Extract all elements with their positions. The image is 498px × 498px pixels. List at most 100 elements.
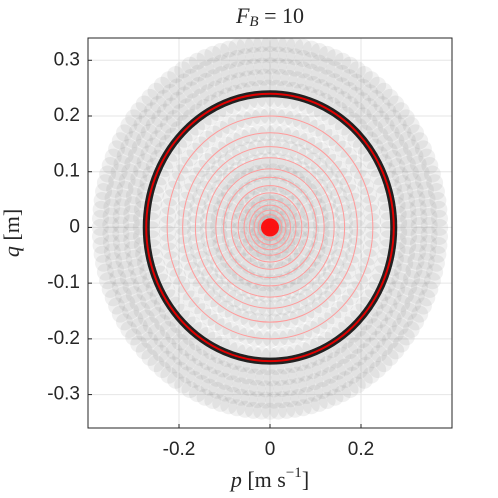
dot [417, 252, 435, 270]
dot [306, 373, 324, 391]
dot [294, 38, 312, 56]
dot [261, 152, 279, 170]
dot [224, 375, 242, 393]
ring [166, 115, 374, 340]
dot [151, 110, 169, 128]
dot [205, 69, 223, 87]
dot [362, 366, 380, 384]
dot [398, 155, 416, 173]
dot [112, 225, 130, 243]
dot [278, 58, 296, 76]
dot [176, 86, 194, 104]
y-tick-label: 0.3 [54, 49, 80, 70]
dot [224, 386, 242, 404]
dot [248, 239, 266, 257]
dot [237, 59, 255, 77]
dot [254, 369, 272, 387]
dot [200, 230, 218, 248]
dot [257, 252, 275, 270]
dot [411, 132, 429, 150]
dot [280, 203, 298, 221]
dot [196, 388, 214, 406]
dot [287, 237, 305, 255]
dot [245, 58, 263, 76]
dot [410, 278, 428, 296]
dot [222, 166, 240, 184]
dot [238, 217, 256, 235]
dot [402, 139, 420, 157]
dot [91, 209, 109, 227]
dot [122, 302, 140, 320]
dot [429, 245, 447, 263]
dot [298, 387, 316, 405]
dot [133, 116, 151, 134]
dot [253, 46, 271, 64]
dot [231, 264, 249, 282]
dot [278, 236, 296, 254]
dot [369, 361, 387, 379]
dot [318, 392, 336, 410]
dot [302, 40, 320, 58]
dot [263, 369, 281, 387]
dot [409, 155, 427, 173]
dot [400, 278, 418, 296]
dot [294, 176, 312, 194]
dot [269, 402, 287, 420]
dot [152, 344, 170, 362]
ring [230, 185, 310, 270]
dot [407, 124, 425, 142]
dot [340, 69, 358, 87]
dot [355, 66, 373, 84]
dot [147, 355, 165, 373]
y-label-symbol: q [0, 246, 24, 257]
dot [141, 348, 159, 366]
dot [220, 63, 238, 81]
dot [274, 210, 292, 228]
dot [278, 401, 296, 419]
dot [396, 183, 414, 201]
dot [119, 269, 137, 287]
dot [278, 38, 296, 53]
ring [205, 157, 335, 298]
dot [244, 201, 262, 219]
dot [426, 263, 444, 281]
dot [200, 366, 218, 384]
dot [397, 328, 415, 346]
dot [304, 249, 322, 267]
dot [289, 278, 307, 296]
dot [311, 359, 329, 377]
dot [431, 209, 449, 227]
dot [326, 49, 344, 67]
dot [165, 342, 183, 360]
dot [310, 66, 328, 84]
y-label-unit: [m] [0, 209, 24, 246]
dot [402, 116, 420, 134]
dot [135, 342, 153, 360]
dot [296, 73, 314, 91]
dot [313, 254, 331, 272]
dot [414, 297, 432, 315]
dot [388, 280, 406, 298]
dot [412, 164, 430, 182]
dot [181, 56, 199, 74]
dot [178, 366, 196, 384]
dot [124, 240, 142, 258]
dot [384, 288, 402, 306]
dot [356, 343, 374, 361]
dot [304, 75, 322, 93]
dot [320, 238, 338, 256]
chart-title: FB = 10 [235, 3, 304, 30]
dot [372, 110, 390, 128]
ring [253, 209, 287, 246]
dot [294, 49, 312, 67]
dot [199, 84, 217, 102]
dot [380, 296, 398, 314]
dot [318, 57, 336, 75]
dot [394, 263, 412, 281]
dot-ring [143, 90, 397, 365]
title-symbol: F [235, 3, 250, 28]
dot [402, 321, 420, 339]
dot [211, 179, 229, 197]
dot [408, 190, 426, 208]
